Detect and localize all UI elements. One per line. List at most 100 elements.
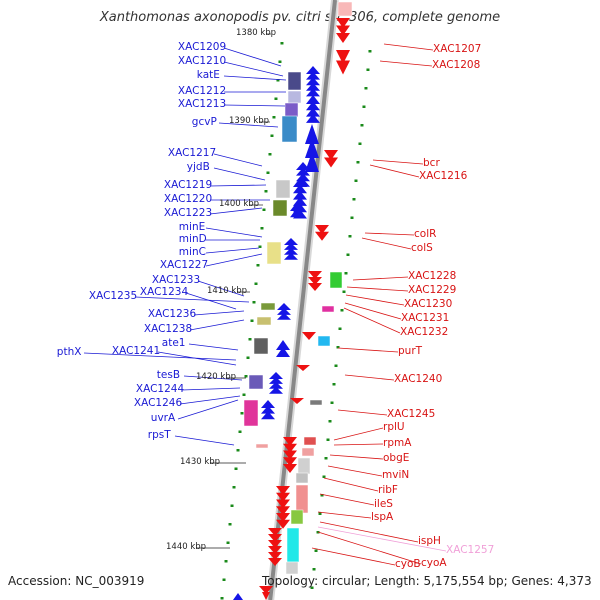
position-tick [250,319,254,322]
gene-label-kate: katE [196,69,220,81]
forward-gene-arrow [284,252,298,260]
position-tick [228,523,232,526]
reverse-gene-arrow [283,443,297,453]
position-tick [356,161,360,164]
reverse-gene-arrow [336,33,350,43]
position-tick [264,190,268,193]
gene-leader-line [205,227,263,238]
gene-label-rplu: rplU [383,421,405,433]
position-tick [366,68,370,71]
position-tick [332,383,336,386]
position-tick [252,301,256,304]
gene-feature-box [287,90,302,104]
forward-gene-arrow [284,242,298,250]
gene-label-xac1223: XAC1223 [163,207,213,219]
position-tick [242,393,246,396]
position-tick [254,282,258,285]
position-tick [348,235,352,238]
gene-label-xac1231: XAC1231 [401,312,450,324]
gene-label-rpst: rpsT [147,429,171,441]
reverse-gene-arrow [308,277,322,285]
gene-label-cols: colS [411,242,433,254]
forward-gene-arrow [276,347,290,357]
gene-leader-line [189,319,245,331]
reverse-gene-arrow [276,486,290,495]
forward-gene-arrow [305,152,319,172]
gene-leader-line [319,493,375,506]
gene-label-pthx: pthX [56,346,82,358]
gene-leader-line [223,61,284,77]
forward-gene-arrow [306,101,320,111]
gene-feature-box [303,436,317,446]
forward-gene-arrow [293,190,307,200]
position-tick [330,401,334,404]
reverse-gene-arrow [315,225,329,234]
forward-gene-arrow [306,77,320,86]
reverse-gene-arrow [268,552,282,560]
reverse-gene-arrow [262,592,270,600]
reverse-gene-arrow [336,18,350,28]
gene-leader-line [223,104,286,107]
position-tick [224,560,228,563]
gene-label-xac1240: XAC1240 [394,373,443,385]
gene-label-xac1246: XAC1246 [133,397,183,409]
reverse-gene-arrow [296,365,310,371]
reverse-gene-arrow [283,437,297,446]
forward-gene-arrow [233,593,243,600]
gene-feature-box [297,457,311,475]
reverse-gene-arrow [336,50,350,64]
position-tick [346,253,350,256]
gene-leader-line [209,184,267,187]
position-tick [318,512,322,515]
forward-gene-arrow [269,381,283,389]
gene-feature-box [256,316,272,326]
gene-label-colr: colR [414,228,437,240]
gene-leader-line [181,387,241,391]
forward-gene-arrow [306,107,320,117]
gene-leader-line [345,294,405,306]
gene-leader-line [185,292,237,310]
gene-feature-box [281,115,298,143]
gene-label-xac1244: XAC1244 [135,383,185,395]
gene-leader-line [177,399,239,420]
reverse-gene-arrow [268,528,282,536]
forward-gene-arrow [269,386,283,394]
gene-label-mvin: mviN [382,469,410,481]
gene-label-cyob: cyoB [395,558,421,570]
position-tick [320,494,324,497]
gene-leader-line [83,352,237,361]
gene-label-mind: minD [178,233,207,245]
reverse-gene-arrow [324,157,338,168]
gene-leader-line [183,375,243,381]
gene-label-rpma: rpmA [383,437,412,449]
position-tick [312,568,316,571]
gene-feature-box [266,241,282,265]
scale-mark-label: 1430 kbp [180,457,221,467]
gene-feature-box [285,561,299,575]
position-tick [276,79,280,82]
gene-label-xac1227: XAC1227 [159,259,209,271]
gene-label-xac1216: XAC1216 [419,170,468,182]
gene-leader-line [319,521,419,543]
forward-gene-arrow [284,247,298,255]
gene-label-xac1212: XAC1212 [177,85,227,97]
gene-leader-line [205,247,260,254]
gene-leader-line [157,351,237,366]
position-tick [240,412,244,415]
gene-feature-box [301,447,315,457]
position-tick [226,541,230,544]
forward-gene-arrow [305,138,319,158]
gene-leader-line [343,307,401,334]
gene-label-xac1208: XAC1208 [432,59,481,71]
gene-label-iles: ileS [374,498,393,510]
accession-text: Accession: NC_003919 [8,574,145,588]
forward-gene-arrow [269,376,283,384]
forward-gene-arrow [290,208,304,218]
gene-leader-line [327,465,383,477]
position-tick [268,153,272,156]
gene-label-xac1230: XAC1230 [404,298,453,310]
position-tick [314,549,318,552]
gene-label-xac1210: XAC1210 [177,55,227,67]
reverse-gene-arrow [283,450,297,460]
